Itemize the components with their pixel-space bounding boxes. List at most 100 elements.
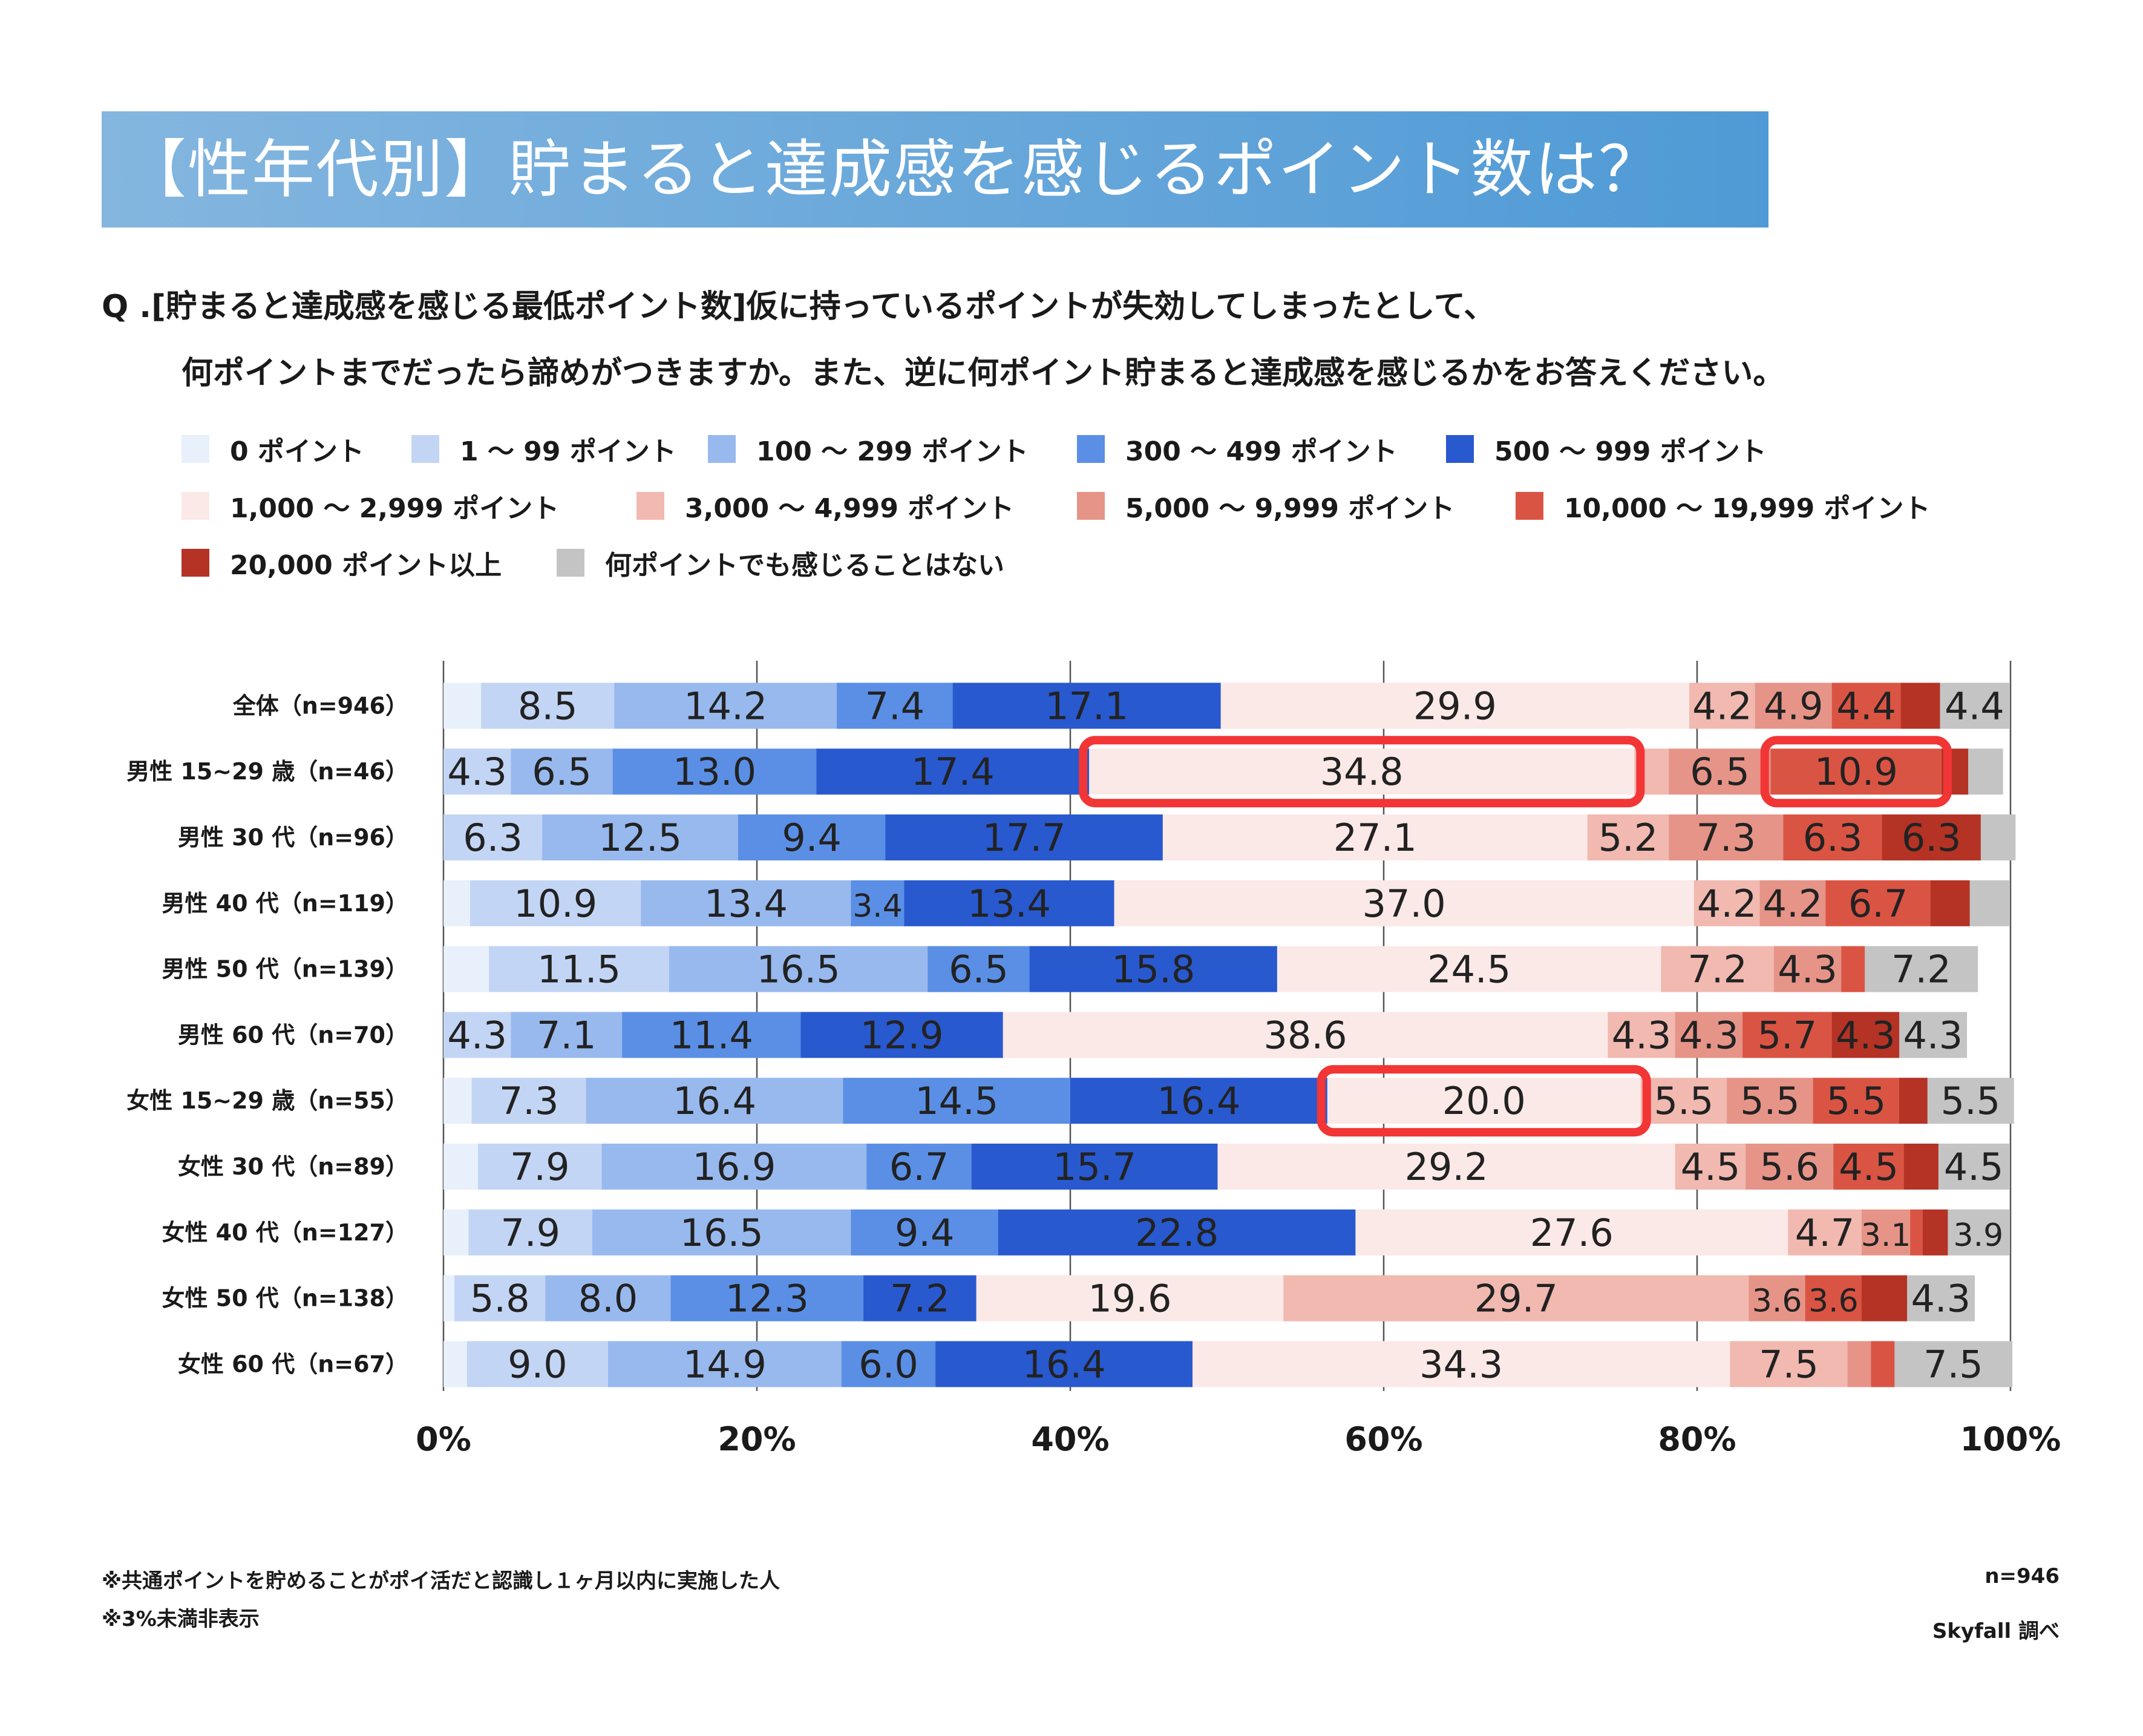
bar-segment [976, 1275, 1284, 1322]
data-label: 17.4 [911, 750, 995, 794]
bar-segment [816, 748, 1090, 795]
data-label: 16.5 [680, 1211, 764, 1255]
bar-segment [1029, 946, 1278, 992]
data-label: 8.5 [518, 684, 578, 728]
legend-swatch [557, 549, 584, 577]
data-label: 4.2 [1763, 882, 1823, 926]
bar-segment [443, 880, 471, 926]
legend-label: 20,000 ポイント以上 [230, 550, 502, 581]
legend-label: 1,000 ～ 2,999 ポイント [230, 493, 560, 524]
bar-segment [1805, 1275, 1862, 1322]
question-line-1: Q .[貯まると達成感を感じる最低ポイント数]仮に持っているポイントが失効してし… [102, 289, 1496, 325]
bar-segment [1661, 946, 1775, 992]
data-label: 4.3 [1612, 1013, 1672, 1057]
data-label: 3.4 [852, 888, 903, 925]
legend-item: 3,000 ～ 4,999 ポイント [636, 488, 1014, 524]
bar-segment [1882, 814, 1981, 860]
data-label: 4.3 [447, 1013, 507, 1057]
bar-segment [904, 880, 1115, 926]
legend-swatch [182, 549, 209, 577]
bar-segment [612, 748, 817, 795]
bar-segment [468, 1209, 593, 1256]
bar-segment [1969, 880, 2010, 926]
bar-segment [1900, 683, 1941, 729]
data-label: 8.0 [578, 1277, 638, 1321]
bar-segment [592, 1209, 851, 1256]
data-label: 6.3 [463, 816, 523, 860]
bar-segment [1693, 880, 1761, 926]
data-label: 19.6 [1088, 1277, 1171, 1321]
bar-segment [1759, 880, 1826, 926]
data-label: 5.6 [1760, 1145, 1820, 1189]
bar-segment [641, 880, 851, 926]
bar-segment [843, 1078, 1071, 1124]
data-label: 4.4 [1945, 684, 2004, 728]
legend-label: 300 ～ 499 ポイント [1125, 436, 1398, 467]
bar-segment [443, 1012, 511, 1058]
data-label: 24.5 [1427, 948, 1511, 992]
bar-segment [471, 1078, 587, 1124]
bar-segment [601, 1144, 867, 1190]
data-label: 3.1 [1861, 1217, 1911, 1254]
bar-segment [443, 683, 482, 729]
page-title: 【性年代別】貯まると達成感を感じるポイント数は？ [123, 133, 1663, 206]
bar-segment [481, 683, 615, 729]
bar-segment [1587, 814, 1669, 860]
bar-segment [1669, 814, 1784, 860]
bar-segment [1903, 1144, 1939, 1190]
data-label: 7.9 [510, 1145, 570, 1189]
category-label: 男性 15~29 歳（n=46） [126, 758, 408, 785]
data-label: 11.4 [670, 1013, 753, 1057]
bar-segment [1907, 1275, 1975, 1322]
legend-swatch [411, 435, 439, 463]
data-label: 5.5 [1827, 1079, 1886, 1123]
bar-segment [1745, 1144, 1834, 1190]
bar-segment [1861, 1209, 1911, 1256]
legend-label: 1 ～ 99 ポイント [460, 436, 676, 467]
bar-segment [1675, 1012, 1743, 1058]
data-label: 4.5 [1839, 1145, 1899, 1189]
category-label: 全体（n=946） [232, 692, 408, 719]
data-label: 29.7 [1474, 1277, 1558, 1321]
legend-item: 何ポイントでも感じることはない [557, 545, 1004, 581]
category-label: 女性 40 代（n=127） [162, 1219, 408, 1246]
bar-segment [1114, 880, 1695, 926]
bar-segment [443, 1209, 469, 1256]
bar-segment [1940, 683, 2010, 729]
data-label: 4.3 [1836, 1013, 1896, 1057]
highlight-box [1317, 1065, 1651, 1137]
legend-item: 100 ～ 299 ポイント [708, 431, 1029, 467]
data-label: 7.3 [499, 1079, 559, 1123]
bar-segment [1841, 946, 1865, 992]
data-label: 5.7 [1758, 1013, 1817, 1057]
data-label: 13.0 [673, 750, 756, 794]
data-label: 6.7 [889, 1145, 949, 1189]
data-label: 5.8 [470, 1277, 530, 1321]
bar-segment [1608, 1012, 1676, 1058]
bar-segment [800, 1012, 1004, 1058]
bar-segment [545, 1275, 672, 1322]
data-label: 12.5 [598, 816, 682, 860]
data-label: 10.9 [1814, 750, 1898, 794]
bar-segment [586, 1078, 844, 1124]
data-label: 14.9 [683, 1342, 767, 1386]
highlight-box [1760, 736, 1952, 808]
bar-segment [998, 1209, 1356, 1256]
bar-segment [466, 1341, 609, 1387]
bar-segment [443, 814, 543, 860]
bar-segment [1730, 1341, 1848, 1387]
bar-segment [443, 1144, 479, 1190]
bar-segment [1277, 946, 1662, 992]
data-label: 6.5 [532, 750, 592, 794]
bar-segment [1162, 814, 1588, 860]
data-label: 6.7 [1848, 882, 1908, 926]
bar-segment [1003, 1012, 1608, 1058]
data-label: 4.3 [1778, 948, 1837, 992]
data-label: 29.9 [1413, 684, 1497, 728]
bar-segment [1749, 1275, 1806, 1322]
bar-segment [477, 1144, 603, 1190]
data-label: 14.5 [915, 1079, 998, 1123]
legend-swatch [636, 492, 664, 520]
legend-item: 5,000 ～ 9,999 ポイント [1077, 488, 1454, 524]
